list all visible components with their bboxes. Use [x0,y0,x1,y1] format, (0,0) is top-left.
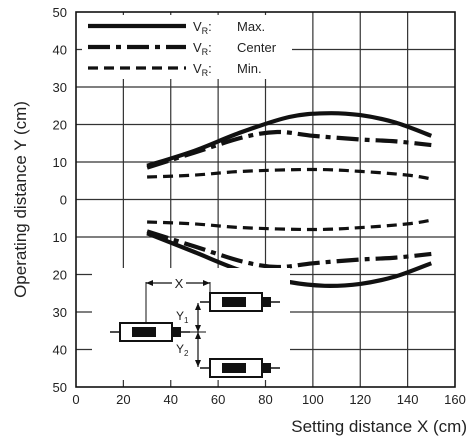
y-tick-label: 50 [53,5,67,20]
series-dashed-lower-curve [147,218,432,232]
upper-receiver-sensor-cap [262,297,271,307]
y-axis-label: Operating distance Y (cm) [11,101,30,298]
y-tick-label: 40 [53,43,67,58]
legend-label-dashed: VR: [193,61,212,78]
y-tick-label: 40 [53,343,67,358]
inset-y1-arrowhead-bottom [195,325,201,332]
series-dash-dot-upper-curve [146,129,432,170]
series-lines [146,111,433,288]
inset-y2-arrowhead-top [195,332,201,339]
y-tick-label: 30 [53,80,67,95]
legend-label-solid: VR: [193,19,212,36]
inset-x-label: X [175,276,184,291]
x-tick-label: 100 [302,392,324,407]
x-tick-label: 140 [397,392,419,407]
inset-y1-arrowhead-top [195,303,201,310]
y-tick-label: 10 [53,230,67,245]
x-tick-label: 80 [258,392,272,407]
x-axis-label: Setting distance X (cm) [291,417,467,436]
lower-receiver-sensor-lens [222,363,246,373]
y-tick-label: 20 [53,268,67,283]
legend: VR: Max. VR: Center VR: Min. [88,19,277,78]
legend-name-solid: Max. [237,19,265,34]
upper-receiver-sensor-lens [222,297,246,307]
inset-x-arrowhead-left [146,280,153,286]
y-tick-label: 0 [60,193,67,208]
legend-label-dash-dot: VR: [193,40,212,57]
tick-labels: 0 20 40 60 80 100 120 140 1605040302010010203040… [53,5,466,407]
emitter-sensor-lens [132,327,156,337]
inset-diagram: X Y1 Y2 [92,268,290,380]
inset-y2-label: Y2 [176,342,189,358]
x-tick-label: 20 [116,392,130,407]
emitter-sensor-cap [172,327,181,337]
y-tick-label: 20 [53,118,67,133]
y-tick-label: 10 [53,155,67,170]
lower-receiver-sensor-cap [262,363,271,373]
inset-y1-label: Y1 [176,309,189,325]
legend-name-dash-dot: Center [237,40,277,55]
y-tick-label: 50 [53,380,67,395]
x-tick-label: 120 [349,392,371,407]
series-dashed-upper-curve [147,167,432,181]
x-tick-label: 0 [72,392,79,407]
plot-frame [75,11,456,388]
y-tick-label: 30 [53,305,67,320]
x-tick-label: 40 [164,392,178,407]
series-dash-dot-lower-curve [146,229,432,270]
inset-x-arrowhead-right [203,280,210,286]
legend-name-dashed: Min. [237,61,262,76]
x-tick-label: 160 [444,392,466,407]
x-tick-label: 60 [211,392,225,407]
series-solid-lower-curve [146,231,433,288]
inset-y2-arrowhead-bottom [195,360,201,367]
